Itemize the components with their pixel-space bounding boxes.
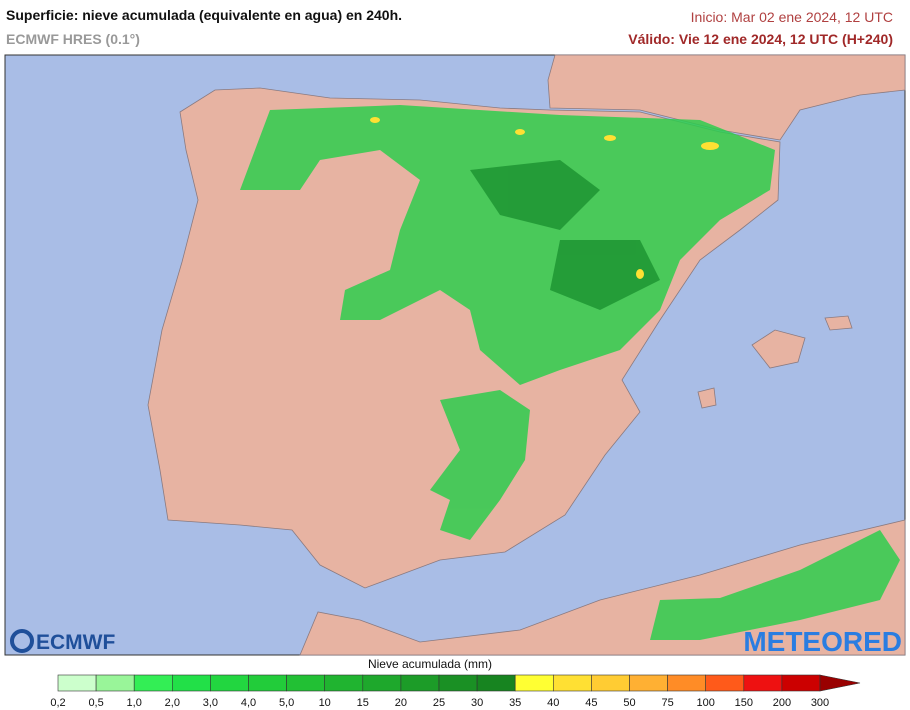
peak bbox=[701, 142, 719, 150]
colorbar-label: 2,0 bbox=[165, 697, 180, 709]
ibiza bbox=[697, 387, 717, 409]
model: ECMWF HRES (0.1°) bbox=[6, 31, 140, 47]
colorbar-swatch bbox=[95, 674, 135, 692]
colorbar-swatch bbox=[210, 674, 249, 692]
colorbar-label: 10 bbox=[319, 697, 331, 709]
colorbar-label: 75 bbox=[661, 697, 673, 709]
colorbar-swatch bbox=[667, 674, 706, 692]
colorbar-swatch bbox=[248, 674, 287, 692]
colorbar-swatch bbox=[591, 674, 630, 692]
colorbar-swatch bbox=[400, 674, 440, 692]
colorbar-arrow bbox=[819, 674, 861, 692]
colorbar-label: 30 bbox=[471, 697, 483, 709]
colorbar-swatch bbox=[57, 674, 97, 692]
colorbar-swatch bbox=[514, 674, 554, 692]
mallorca bbox=[751, 329, 806, 369]
colorbar-swatch bbox=[476, 674, 516, 692]
peak bbox=[515, 129, 525, 135]
colorbar-swatch bbox=[438, 674, 478, 692]
colorbar-label: 40 bbox=[547, 697, 559, 709]
colorbar-label: 25 bbox=[433, 697, 445, 709]
colorbar-label: 1,0 bbox=[127, 697, 142, 709]
colorbar-label: 45 bbox=[585, 697, 597, 709]
valid-time: Válido: Vie 12 ene 2024, 12 UTC (H+240) bbox=[628, 31, 893, 47]
colorbar-label: 20 bbox=[395, 697, 407, 709]
snow-north bbox=[240, 105, 775, 385]
colorbar-label: 4,0 bbox=[241, 697, 256, 709]
colorbar-label: 15 bbox=[357, 697, 369, 709]
meteored-logo: METEORED bbox=[743, 626, 902, 657]
peak bbox=[636, 269, 644, 279]
snow-peaks bbox=[370, 117, 719, 279]
colorbar-swatch bbox=[362, 674, 402, 692]
ecmwf-logo: ECMWF bbox=[10, 629, 115, 654]
colorbar-title: Nieve acumulada (mm) bbox=[368, 657, 492, 671]
snow-areas bbox=[240, 105, 900, 640]
colorbar-label: 300 bbox=[811, 697, 829, 709]
ecmwf-icon bbox=[10, 629, 34, 653]
snow-core bbox=[470, 160, 600, 230]
snow-core bbox=[550, 240, 660, 310]
colorbar-swatch bbox=[552, 674, 592, 692]
colorbar-label: 0,2 bbox=[50, 697, 65, 709]
colorbar-swatch bbox=[133, 674, 173, 692]
colorbar-swatch bbox=[743, 674, 783, 692]
init-time: Inicio: Mar 02 ene 2024, 12 UTC bbox=[690, 9, 893, 25]
colorbar-swatch bbox=[781, 674, 821, 692]
colorbar-label: 3,0 bbox=[203, 697, 218, 709]
colorbar-label: 50 bbox=[623, 697, 635, 709]
colorbar-swatch bbox=[172, 674, 211, 692]
colorbar-swatch bbox=[324, 674, 364, 692]
snow-africa bbox=[650, 530, 900, 640]
colorbar-label: 150 bbox=[735, 697, 753, 709]
colorbar-label: 35 bbox=[509, 697, 521, 709]
colorbar-swatch bbox=[705, 674, 745, 692]
colorbar-label: 200 bbox=[773, 697, 791, 709]
colorbar-label: 0,5 bbox=[88, 697, 103, 709]
ecmwf-text: ECMWF bbox=[36, 631, 115, 654]
menorca bbox=[824, 315, 853, 331]
colorbar: 0,2 0,5 1,0 2,0 3,0 4,0 5,0 10 15 20 25 30 35 40 45 50 7… bbox=[50, 674, 861, 709]
france bbox=[547, 54, 906, 141]
colorbar-swatch bbox=[629, 674, 668, 692]
colorbar-label: 100 bbox=[697, 697, 715, 709]
title: Superficie: nieve acumulada (equivalente… bbox=[6, 7, 403, 23]
snow-heavy bbox=[470, 160, 660, 310]
colorbar-swatch bbox=[286, 674, 326, 692]
peak bbox=[370, 117, 380, 123]
snow-south bbox=[430, 390, 530, 540]
colorbar-label: 5,0 bbox=[279, 697, 294, 709]
peak bbox=[604, 135, 616, 141]
